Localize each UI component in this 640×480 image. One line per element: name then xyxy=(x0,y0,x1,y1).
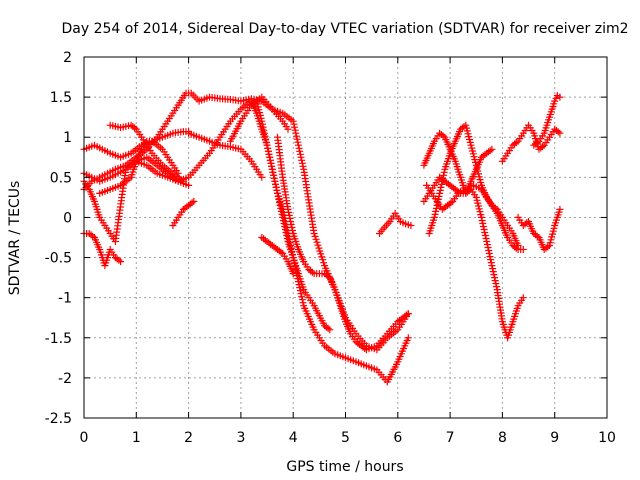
x-tick-label: 1 xyxy=(132,430,141,446)
series-arc-m xyxy=(274,133,412,354)
series-markers xyxy=(96,137,182,197)
x-tick-label: 10 xyxy=(598,430,616,446)
y-axis-label: SDTVAR / TECUs xyxy=(7,181,23,296)
series-arc-r xyxy=(425,121,522,249)
tick-layer: 0 1 2 3 4 5 6 7 8 9 10 -2.5 -2 -1.5 -1 -0.5 0 0.5 1 1.5 2 xyxy=(45,50,616,446)
series-markers xyxy=(274,133,412,354)
x-tick-label: 5 xyxy=(341,430,350,446)
y-tick-label: -2 xyxy=(58,371,72,387)
data-layer xyxy=(80,89,564,386)
x-tick-label: 2 xyxy=(184,430,193,446)
series-arc-f xyxy=(80,230,125,270)
y-tick-label: 1 xyxy=(63,130,72,146)
x-tick-label: 6 xyxy=(393,430,402,446)
x-tick-label: 8 xyxy=(498,430,507,446)
series-markers xyxy=(514,205,564,253)
series-markers xyxy=(425,121,522,249)
series-arc-l xyxy=(253,97,412,386)
series-markers xyxy=(376,209,415,237)
y-tick-label: -2.5 xyxy=(45,411,72,427)
y-tick-label: 0.5 xyxy=(50,170,72,186)
series-markers xyxy=(253,97,412,386)
x-tick-label: 3 xyxy=(236,430,245,446)
series-arc-v xyxy=(530,92,564,149)
series-arc-i xyxy=(169,197,198,229)
series-arc-s xyxy=(423,181,527,253)
y-tick-label: 0 xyxy=(63,210,72,226)
series-markers xyxy=(258,234,297,278)
x-tick-label: 9 xyxy=(550,430,559,446)
y-tick-label: -0.5 xyxy=(45,251,72,267)
y-tick-label: 1.5 xyxy=(50,90,72,106)
chart-title: Day 254 of 2014, Sidereal Day-to-day VTE… xyxy=(62,21,629,37)
series-markers xyxy=(498,121,564,165)
series-markers xyxy=(530,92,564,149)
series-arc-o xyxy=(376,209,415,237)
x-tick-label: 7 xyxy=(446,430,455,446)
series-arc-g xyxy=(106,121,187,185)
series-markers xyxy=(423,181,527,253)
x-axis-label: GPS time / hours xyxy=(286,459,403,475)
y-tick-label: -1 xyxy=(58,291,72,307)
y-tick-label: -1.5 xyxy=(45,331,72,347)
x-tick-label: 0 xyxy=(80,430,89,446)
series-arc-u xyxy=(514,205,564,253)
y-tick-label: 2 xyxy=(63,50,72,66)
series-arc-n xyxy=(258,234,297,278)
grid-layer xyxy=(84,57,607,418)
series-arc-h xyxy=(96,137,182,197)
series-arc-t xyxy=(498,121,564,165)
series-markers xyxy=(80,230,125,270)
series-markers xyxy=(106,121,187,185)
x-tick-label: 4 xyxy=(289,430,298,446)
series-markers xyxy=(169,197,198,229)
